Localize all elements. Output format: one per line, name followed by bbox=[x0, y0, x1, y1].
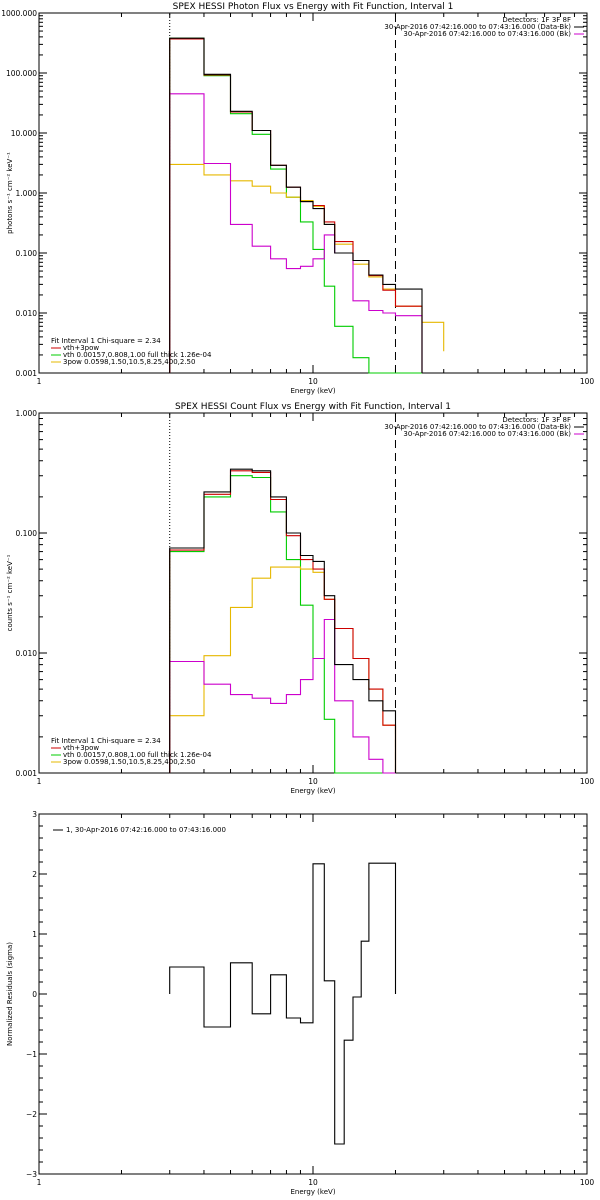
panel-2-legend-bl-text: 3pow 0.0598,1.50,10.5,8.25,400,2.50 bbox=[63, 758, 195, 766]
panel-3-ytick-label: −2 bbox=[26, 1110, 37, 1119]
panel-1-ytick-label: 0.001 bbox=[16, 369, 38, 378]
panel-2-xtick-label: 100 bbox=[580, 777, 595, 786]
panel-1-legend-bl-text: vth 0.00157,0.808,1.00 full thick 1.26e-… bbox=[63, 351, 212, 359]
panel-3-ytick-label: −1 bbox=[26, 1050, 37, 1059]
panel-2-series-3-line bbox=[169, 475, 396, 774]
panel-1-ytick-label: 0.010 bbox=[16, 309, 38, 318]
panel-2-ytick-label: 0.010 bbox=[16, 649, 38, 658]
panel-2-legend-bl-text: vth+3pow bbox=[63, 744, 99, 752]
panel-2-xtick-label: 1 bbox=[37, 777, 42, 786]
panel-3-xtick-label: 1 bbox=[37, 1178, 42, 1187]
panel-2-series-5-line bbox=[169, 618, 396, 774]
panel-1-legend-bl-text: Fit Interval 1 Chi-square = 2.34 bbox=[51, 337, 161, 345]
panel-2-legend-tr-text: Detectors: 1F 3F 8F bbox=[502, 416, 571, 424]
panel-1-ytick-label: 1.000 bbox=[16, 189, 38, 198]
panel-1-xtick-label: 1 bbox=[37, 377, 42, 386]
panel-1-ytick-label: 0.100 bbox=[16, 249, 38, 258]
panel-2-frame bbox=[38, 412, 588, 774]
panel-2-ylabel: counts s⁻¹ cm⁻² keV⁻¹ bbox=[6, 554, 14, 631]
panel-1-xtick-label: 10 bbox=[308, 377, 318, 386]
panel-3-xtick-label: 100 bbox=[580, 1178, 595, 1187]
panel-3-ylabel: Normalized Residuals (sigma) bbox=[6, 942, 14, 1046]
panel-1-legend-bl-text: 3pow 0.0598,1.50,10.5,8.25,400,2.50 bbox=[63, 358, 195, 366]
panel-1-xtick-label: 100 bbox=[580, 377, 595, 386]
panel-1-legend-tr-text: Detectors: 1F 3F 8F bbox=[502, 16, 571, 24]
panel-1-series-4-line bbox=[169, 163, 445, 373]
panel-1-legend-bl-text: vth+3pow bbox=[63, 344, 99, 352]
panel-1-frame bbox=[38, 12, 588, 374]
panel-2-legend-bl-text: vth 0.00157,0.808,1.00 full thick 1.26e-… bbox=[63, 751, 212, 759]
panel-3-series-1-line bbox=[169, 862, 397, 1145]
panel-3-ytick-label: −3 bbox=[26, 1170, 37, 1179]
panel-3-ytick-label: 1 bbox=[32, 930, 37, 939]
panel-1-title: SPEX HESSI Photon Flux vs Energy with Fi… bbox=[173, 2, 454, 12]
panel-1-ytick-label: 1000.000 bbox=[1, 9, 37, 18]
panel-1-ytick-label: 100.000 bbox=[6, 69, 37, 78]
panel-3-legend-tl-text: 1, 30-Apr-2016 07:42:16.000 to 07:43:16.… bbox=[66, 826, 226, 834]
panel-3-ytick-label: 2 bbox=[32, 870, 37, 879]
panel-2-series-1-line bbox=[169, 468, 397, 773]
panel-2-xlabel: Energy (keV) bbox=[290, 787, 335, 795]
panel-1-legend-tr-text: 30-Apr-2016 07:42:16.000 to 07:43:16.000… bbox=[384, 23, 571, 31]
panel-2-title: SPEX HESSI Count Flux vs Energy with Fit… bbox=[175, 402, 451, 412]
panel-2-ytick-label: 1.000 bbox=[16, 409, 38, 418]
panel-1-ytick-label: 10.000 bbox=[11, 129, 37, 138]
panel-3-ytick-label: 0 bbox=[32, 990, 37, 999]
panel-1-legend-tr-text: 30-Apr-2016 07:42:16.000 to 07:43:16.000… bbox=[403, 30, 571, 38]
panel-2-ytick-label: 0.100 bbox=[16, 529, 38, 538]
panel-3-xtick-label: 10 bbox=[308, 1178, 318, 1187]
panel-2-legend-bl-text: Fit Interval 1 Chi-square = 2.34 bbox=[51, 737, 161, 745]
panel-1-series-3-line bbox=[169, 37, 422, 374]
panel-3-xlabel: Energy (keV) bbox=[290, 1188, 335, 1196]
panel-1-series-2-line bbox=[169, 38, 423, 373]
panel-1-xlabel: Energy (keV) bbox=[290, 387, 335, 395]
panel-1-series-5-line bbox=[169, 93, 423, 373]
panel-2-xtick-label: 10 bbox=[308, 777, 318, 786]
panel-1-series-1-line bbox=[169, 37, 423, 373]
panel-2-legend-tr-text: 30-Apr-2016 07:42:16.000 to 07:43:16.000… bbox=[403, 430, 571, 438]
panel-1-ylabel: photons s⁻¹ cm⁻² keV⁻¹ bbox=[6, 152, 14, 234]
panel-3-ytick-label: 3 bbox=[32, 810, 37, 819]
panel-2-legend-tr-text: 30-Apr-2016 07:42:16.000 to 07:43:16.000… bbox=[384, 423, 571, 431]
panel-2-ytick-label: 0.001 bbox=[16, 769, 38, 778]
